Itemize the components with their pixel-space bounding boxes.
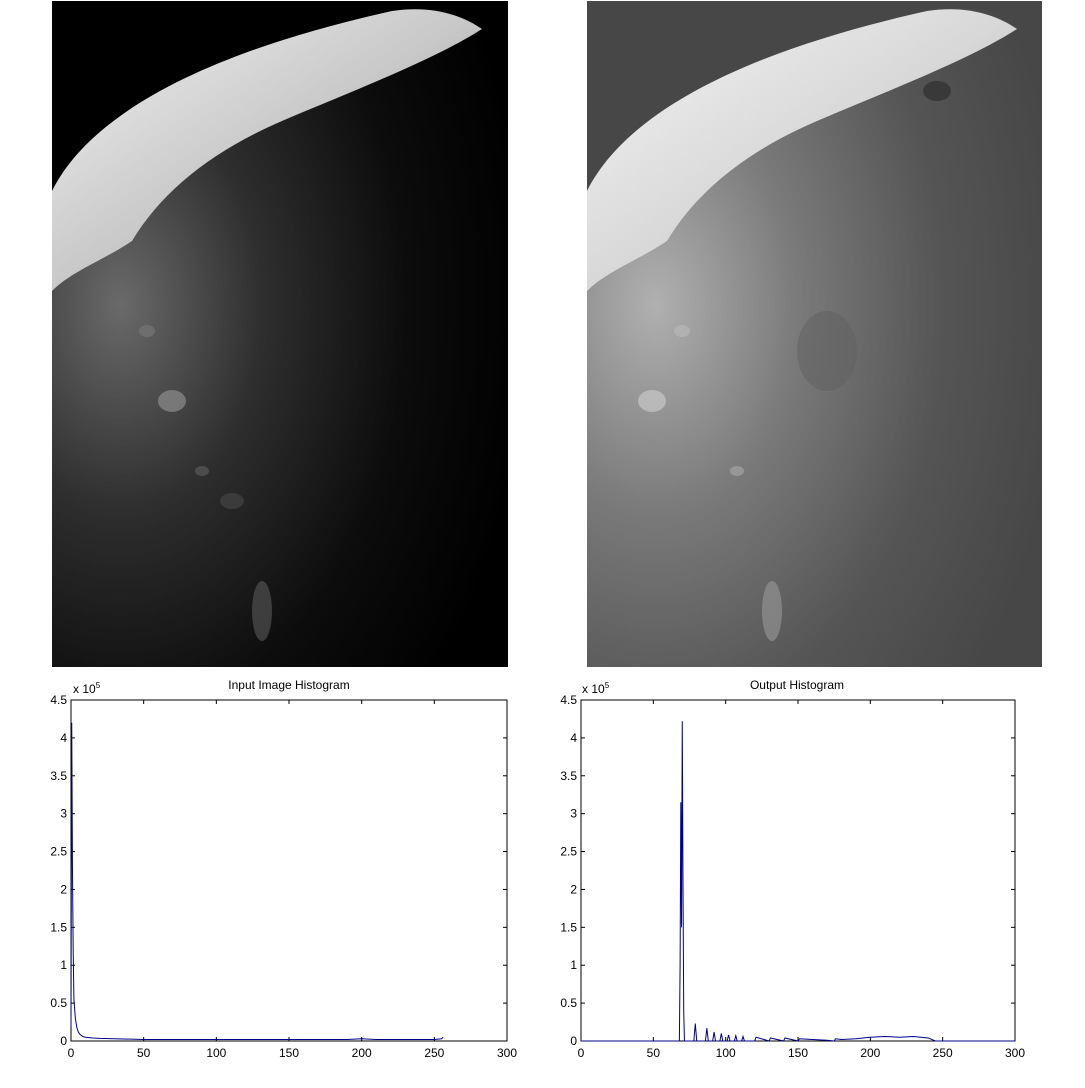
output-histogram-y-tick-label: 1 — [570, 958, 577, 972]
output-histogram-x-tick-label: 150 — [788, 1046, 808, 1060]
input-histogram-x-tick-label: 200 — [352, 1046, 372, 1060]
output-histogram-x-tick-label: 0 — [578, 1046, 585, 1060]
input-histogram-y-tick-label: 0.5 — [50, 996, 67, 1010]
input-histogram-y-tick-label: 4.5 — [50, 693, 67, 707]
output-histogram-exponent-base: x 10 — [582, 682, 605, 696]
input-histogram-y-tick-label: 4 — [60, 731, 67, 745]
output-histogram-line-output — [581, 721, 1015, 1042]
input-histogram-y-tick-label: 3 — [60, 807, 67, 821]
output-histogram-y-tick-label: 1.5 — [560, 920, 577, 934]
output-histogram-ticks: 0 50 100 150 200 250 300 0 0.5 1 1.5 2 2.5 3 3.5 4 4.5 — [560, 693, 1025, 1060]
output-histogram-y-tick-label: 4 — [570, 731, 577, 745]
input-histogram-y-tick-label: 1 — [60, 958, 67, 972]
output-histogram-exponent: x 105 — [582, 681, 610, 696]
output-histogram-x-tick-label: 100 — [716, 1046, 736, 1060]
output-histogram-y-tick-label: 0 — [570, 1034, 577, 1048]
output-histogram-y-tick-label: 0.5 — [560, 996, 577, 1010]
input-histogram-title: Input Image Histogram — [228, 678, 349, 692]
output-histogram-y-tick-label: 2.5 — [560, 845, 577, 859]
input-moon-graphic — [52, 8, 508, 667]
output-histogram-axes-box — [580, 699, 1016, 1042]
input-histogram-series — [70, 722, 444, 1040]
output-histogram-y-tick-label: 3.5 — [560, 769, 577, 783]
input-histogram-ticks: 0 50 100 150 200 250 300 0 0.5 1 1.5 2 2.5 3 3.5 4 4.5 — [50, 693, 517, 1060]
input-histogram-y-tick-label: 2.5 — [50, 845, 67, 859]
input-moon-image — [52, 1, 508, 667]
output-histogram-y-tick-label: 4.5 — [560, 693, 577, 707]
output-histogram-title: Output Histogram — [750, 678, 844, 692]
input-histogram-line-input — [70, 722, 444, 1040]
output-histogram-y-tick-label: 2 — [570, 882, 577, 896]
input-histogram-y-tick-label: 3.5 — [50, 769, 67, 783]
input-histogram-y-tick-label: 1.5 — [50, 920, 67, 934]
input-histogram-x-tick-label: 0 — [68, 1046, 75, 1060]
input-histogram-x-tick-label: 150 — [279, 1046, 299, 1060]
input-histogram-exponent-base: x 10 — [73, 682, 96, 696]
input-histogram-axes — [70, 699, 508, 1042]
output-histogram-x-tick-label: 50 — [647, 1046, 661, 1060]
output-histogram-exponent-power: 5 — [605, 681, 610, 690]
input-histogram-x-tick-label: 50 — [137, 1046, 151, 1060]
input-histogram-exponent-power: 5 — [96, 681, 101, 690]
output-equalized-moon-image — [587, 1, 1042, 667]
output-histogram-x-tick-label: 300 — [1005, 1046, 1025, 1060]
output-moon-graphic — [587, 8, 1042, 667]
input-histogram-x-tick-label: 300 — [497, 1046, 517, 1060]
input-histogram-x-tick-label: 250 — [424, 1046, 444, 1060]
output-histogram-x-tick-label: 250 — [933, 1046, 953, 1060]
input-histogram-axes-box — [70, 699, 508, 1042]
input-histogram-exponent: x 105 — [73, 681, 101, 696]
output-histogram-x-tick-label: 200 — [860, 1046, 880, 1060]
input-histogram-y-tick-label: 0 — [60, 1034, 67, 1048]
output-histogram-series — [581, 721, 1015, 1042]
input-histogram-x-tick-label: 100 — [206, 1046, 226, 1060]
input-histogram-y-tick-label: 2 — [60, 882, 67, 896]
output-histogram-y-tick-label: 3 — [570, 807, 577, 821]
output-histogram-axes — [580, 699, 1016, 1042]
